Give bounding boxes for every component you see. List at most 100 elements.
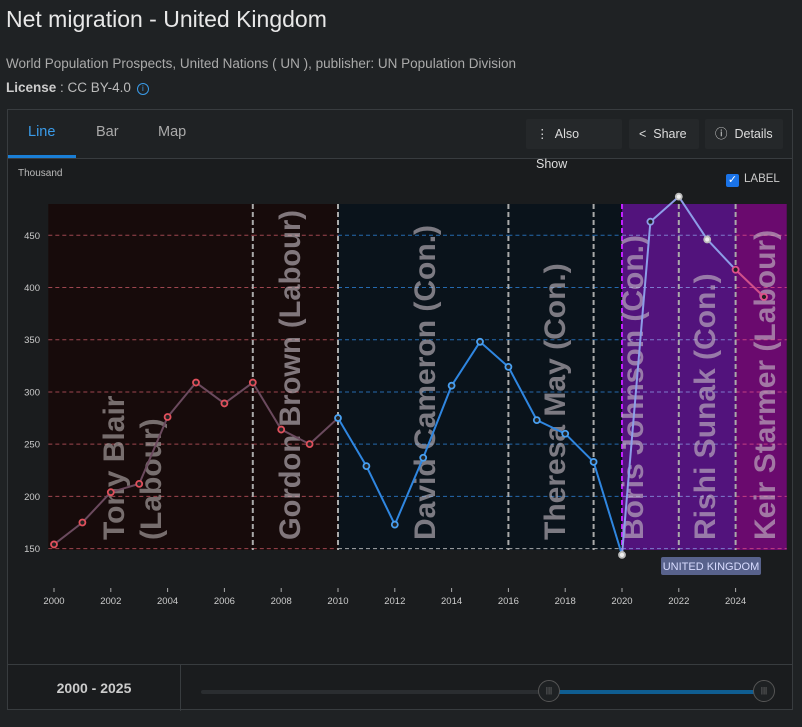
data-point [674,192,683,201]
label-toggle-text: LABEL [744,173,780,185]
series-segment [734,269,765,298]
series-segment [393,457,425,525]
period-label: Keir Starmer (Labour) [749,230,782,540]
share-icon: < [639,127,647,141]
series-segment [365,465,396,526]
data-point [618,550,626,559]
period-band [622,204,679,550]
share-button[interactable]: < Share [629,119,699,149]
y-tick-label: 250 [24,440,40,451]
data-point [390,520,399,529]
data-point [476,337,484,346]
tab-map[interactable]: Map [158,124,187,140]
y-tick-label: 150 [24,544,40,555]
info-circle-icon: ⓘ [715,127,728,141]
y-tick-label: 400 [24,283,40,294]
y-tick-label: 200 [24,492,40,503]
data-point [589,458,598,466]
details-label: Details [734,127,773,141]
also-show-label: Also Show [536,127,580,171]
series-segment [649,195,680,223]
data-point [447,381,456,390]
data-point [334,414,342,422]
series-segment [280,428,311,446]
period-band [48,204,253,550]
range-slider-end-handle[interactable]: ||| [753,680,775,702]
x-tick-label: 2016 [498,596,519,607]
x-tick-label: 2022 [668,596,689,607]
data-point [248,378,257,387]
series-segment [706,238,737,271]
period-band [508,204,594,550]
y-tick-label: 350 [24,335,40,346]
period-label: Theresa May (Con.) [539,263,572,540]
footer: 2000 - 2025 ||| ||| [8,664,792,711]
data-point [78,518,87,527]
series-segment [621,221,652,555]
series-segment [592,461,623,556]
period-label: David Cameron (Con.) [409,225,442,540]
data-point [135,479,144,488]
tab-bar-chart[interactable]: Bar [96,124,119,140]
x-tick-label: 2010 [327,596,348,607]
year-range: 2000 - 2025 [8,665,181,711]
x-tick-label: 2024 [725,596,746,607]
series-label-box [661,557,761,575]
data-point [362,462,371,470]
series-label: UNITED KINGDOM [663,561,760,573]
period-band [678,204,736,550]
x-tick-label: 2004 [157,596,178,607]
tab-line[interactable]: Line [28,124,56,140]
license: License : CC BY-4.0 i [6,80,149,95]
range-slider-track[interactable] [201,690,761,694]
data-point [646,217,655,226]
data-point [163,413,172,421]
series-segment [450,341,481,387]
label-checkbox[interactable]: ✓ [726,174,739,187]
data-point [305,440,314,449]
series-segment [223,381,254,405]
series-segment [110,482,140,494]
period-band [593,204,622,550]
data-point [731,265,740,274]
x-tick-label: 2008 [271,596,292,607]
period-label: Gordon Brown (Labour) [274,210,307,540]
data-point [561,429,570,438]
info-icon[interactable]: i [136,83,149,95]
data-point [277,425,286,434]
period-band [338,204,509,550]
data-point [50,540,58,549]
license-value: : CC BY-4.0 [60,80,131,95]
series-segment [536,419,566,435]
x-tick-label: 2002 [100,596,121,607]
x-tick-label: 2012 [384,596,405,607]
data-point [504,362,513,371]
source-text: World Population Prospects, United Natio… [6,56,516,71]
series-segment [308,417,339,445]
x-tick-label: 2000 [43,596,64,607]
details-button[interactable]: ⓘ Details [705,119,783,149]
x-tick-label: 2006 [214,596,235,607]
x-tick-label: 2014 [441,596,462,607]
series-segment [166,381,197,418]
y-tick-label: 450 [24,231,40,242]
series-segment [564,433,595,463]
data-point [220,399,229,408]
more-vertical-icon: ⋮ [536,127,549,141]
data-point [106,488,115,497]
data-point [703,235,712,244]
series-segment [138,416,169,485]
tab-bar: Line Bar Map ⋮ Also Show < Share ⓘ Detai… [8,110,792,171]
page-title: Net migration - United Kingdom [6,6,327,32]
series-segment [251,382,283,431]
series-segment [195,381,225,405]
series-segment [337,417,368,467]
active-tab-indicator [8,155,76,158]
range-slider-start-handle[interactable]: ||| [538,680,560,702]
data-point [532,416,541,425]
period-label: (Labour) [135,418,168,540]
series-segment [53,521,84,546]
data-point [419,453,428,462]
also-show-button[interactable]: ⋮ Also Show [526,119,622,171]
